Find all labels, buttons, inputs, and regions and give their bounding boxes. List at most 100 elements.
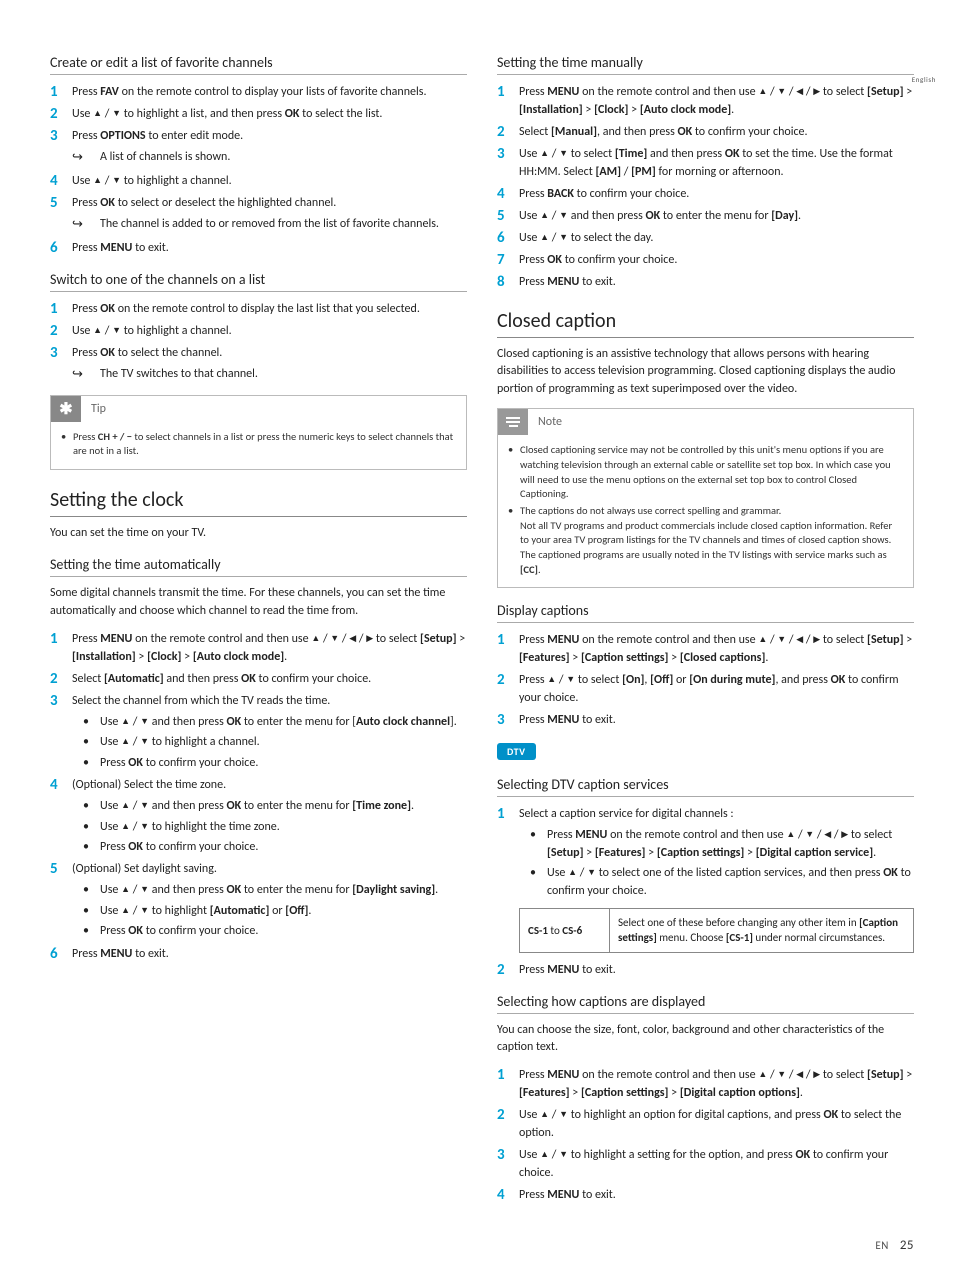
step-text: Press OPTIONS to enter edit mode. (72, 127, 467, 145)
step-text: Use ▲ / ▼ to select the day. (519, 229, 914, 247)
sub-text: Use ▲ / ▼ to highlight a channel. (100, 734, 467, 751)
step-number: 2 (50, 322, 72, 340)
heading-manual-time: Setting the time manually (497, 54, 914, 75)
step-number: 5 (497, 207, 519, 225)
step-number: 3 (50, 344, 72, 362)
tip-callout: ✱ Tip Press CH + / − to select channels … (50, 395, 467, 470)
step-number: 2 (497, 671, 519, 689)
bullet-icon: • (72, 734, 100, 751)
dtv-badge: DTV (497, 743, 536, 760)
sub-text: Press OK to confirm your choice. (100, 839, 467, 856)
step-text: Use ▲ / ▼ to highlight a setting for the… (519, 1146, 914, 1182)
note-label: Note (538, 411, 562, 433)
sub-bullet: •Use ▲ / ▼ to highlight a channel. (72, 734, 467, 751)
footer-lang: EN (875, 1239, 888, 1252)
sub-text: Use ▲ / ▼ to highlight [Automatic] or [O… (100, 903, 467, 920)
step-text: Press OK to select or deselect the highl… (72, 194, 467, 212)
heading-clock: Setting the clock (50, 488, 467, 517)
sub-result: ↪The channel is added to or removed from… (72, 216, 467, 235)
sub-text: Use ▲ / ▼ and then press OK to enter the… (100, 882, 467, 899)
heading-auto-time: Setting the time automatically (50, 556, 467, 577)
step-number: 8 (497, 273, 519, 291)
steps-display-captions: 1 Press MENU on the remote control and t… (497, 631, 914, 729)
step-text: Use ▲ / ▼ to highlight a channel. (72, 322, 467, 340)
sub-bullet: •Use ▲ / ▼ and then press OK to enter th… (72, 798, 467, 815)
step-number: 3 (497, 711, 519, 729)
steps-switch: 1 Press OK on the remote control to disp… (50, 300, 467, 362)
page-footer: EN 25 (50, 1238, 914, 1253)
bullet-icon: • (72, 714, 100, 731)
body-text: Closed captioning is an assistive techno… (497, 346, 914, 398)
heading-favorites: Create or edit a list of favorite channe… (50, 54, 467, 75)
sub-bullet: •Use ▲ / ▼ to select one of the listed c… (519, 865, 914, 900)
body-text: You can set the time on your TV. (50, 525, 467, 542)
body-text: Some digital channels transmit the time.… (50, 585, 467, 620)
tip-icon: ✱ (51, 396, 81, 422)
step-text: Use ▲ / ▼ and then press OK to enter the… (519, 207, 914, 225)
sub-text: Use ▲ / ▼ to select one of the listed ca… (547, 865, 914, 900)
step-text: Press BACK to confirm your choice. (519, 185, 914, 203)
cs-table: CS-1 to CS-6 Select one of these before … (519, 908, 914, 953)
bullet-icon: • (519, 865, 547, 882)
sub-result: ↪A list of channels is shown. (72, 149, 467, 168)
step-number: 2 (497, 961, 519, 979)
step-number: 4 (497, 1186, 519, 1204)
step-text: (Optional) Select the time zone. (72, 776, 467, 794)
step-number: 4 (50, 776, 72, 794)
step-number: 3 (497, 1146, 519, 1164)
step-number: 6 (497, 229, 519, 247)
heading-caption-display: Selecting how captions are displayed (497, 993, 914, 1014)
bullet-icon: • (72, 903, 100, 920)
sub-text: Use ▲ / ▼ and then press OK to enter the… (100, 798, 467, 815)
steps-manual-time: 1 Press MENU on the remote control and t… (497, 83, 914, 291)
step-text: Press OK on the remote control to displa… (72, 300, 467, 318)
sub-result: ↪The TV switches to that channel. (72, 366, 467, 385)
table-cell: CS-1 to CS-6 (520, 908, 610, 952)
sub-bullet: •Press OK to confirm your choice. (72, 839, 467, 856)
sub-bullet: •Press OK to confirm your choice. (72, 755, 467, 772)
step-number: 4 (50, 172, 72, 190)
sub-bullet: •Press MENU on the remote control and th… (519, 827, 914, 862)
step-text: Press OK to confirm your choice. (519, 251, 914, 269)
bullet-icon: • (72, 798, 100, 815)
step-number: 5 (50, 860, 72, 878)
note-item: Closed captioning service may not be con… (508, 443, 903, 502)
sub-bullet: •Use ▲ / ▼ and then press OK to enter th… (72, 882, 467, 899)
heading-switch: Switch to one of the channels on a list (50, 271, 467, 292)
note-callout: Note Closed captioning service may not b… (497, 408, 914, 588)
sub-text: Press OK to confirm your choice. (100, 923, 467, 940)
step-number: 7 (497, 251, 519, 269)
step-text: Press FAV on the remote control to displ… (72, 83, 467, 101)
step-number: 1 (50, 630, 72, 648)
step-text: Select [Manual], and then press OK to co… (519, 123, 914, 141)
body-text: You can choose the size, font, color, ba… (497, 1022, 914, 1057)
step-text: Press MENU to exit. (519, 1186, 914, 1204)
language-tab: English (912, 75, 936, 84)
step-number: 2 (50, 105, 72, 123)
page-two-column: Create or edit a list of favorite channe… (50, 40, 914, 1208)
step-text: Press MENU on the remote control and the… (519, 631, 914, 667)
result-arrow-icon: ↪ (72, 149, 100, 168)
step-text: Press MENU to exit. (72, 239, 467, 257)
sub-bullet: •Use ▲ / ▼ to highlight [Automatic] or [… (72, 903, 467, 920)
right-column: Setting the time manually 1 Press MENU o… (497, 40, 914, 1208)
step-number: 2 (497, 1106, 519, 1124)
footer-page-number: 25 (900, 1238, 914, 1253)
step-text: Press MENU to exit. (519, 961, 914, 979)
bullet-icon: • (72, 923, 100, 940)
step-text: (Optional) Set daylight saving. (72, 860, 467, 878)
sub-bullet: •Use ▲ / ▼ and then press OK to enter th… (72, 714, 467, 731)
heading-display-captions: Display captions (497, 602, 914, 623)
step-text: Select the channel from which the TV rea… (72, 692, 467, 710)
step-text: Select [Automatic] and then press OK to … (72, 670, 467, 688)
step-text: Use ▲ / ▼ to highlight an option for dig… (519, 1106, 914, 1142)
steps-auto-time: 1 Press MENU on the remote control and t… (50, 630, 467, 710)
step-number: 1 (50, 83, 72, 101)
bullet-icon: • (519, 827, 547, 844)
table-cell: Select one of these before changing any … (610, 908, 914, 952)
step-number: 4 (497, 185, 519, 203)
step-text: Press MENU to exit. (72, 945, 467, 963)
tip-label: Tip (91, 398, 106, 420)
note-icon (498, 409, 528, 435)
step-text: Press MENU on the remote control and the… (519, 83, 914, 119)
